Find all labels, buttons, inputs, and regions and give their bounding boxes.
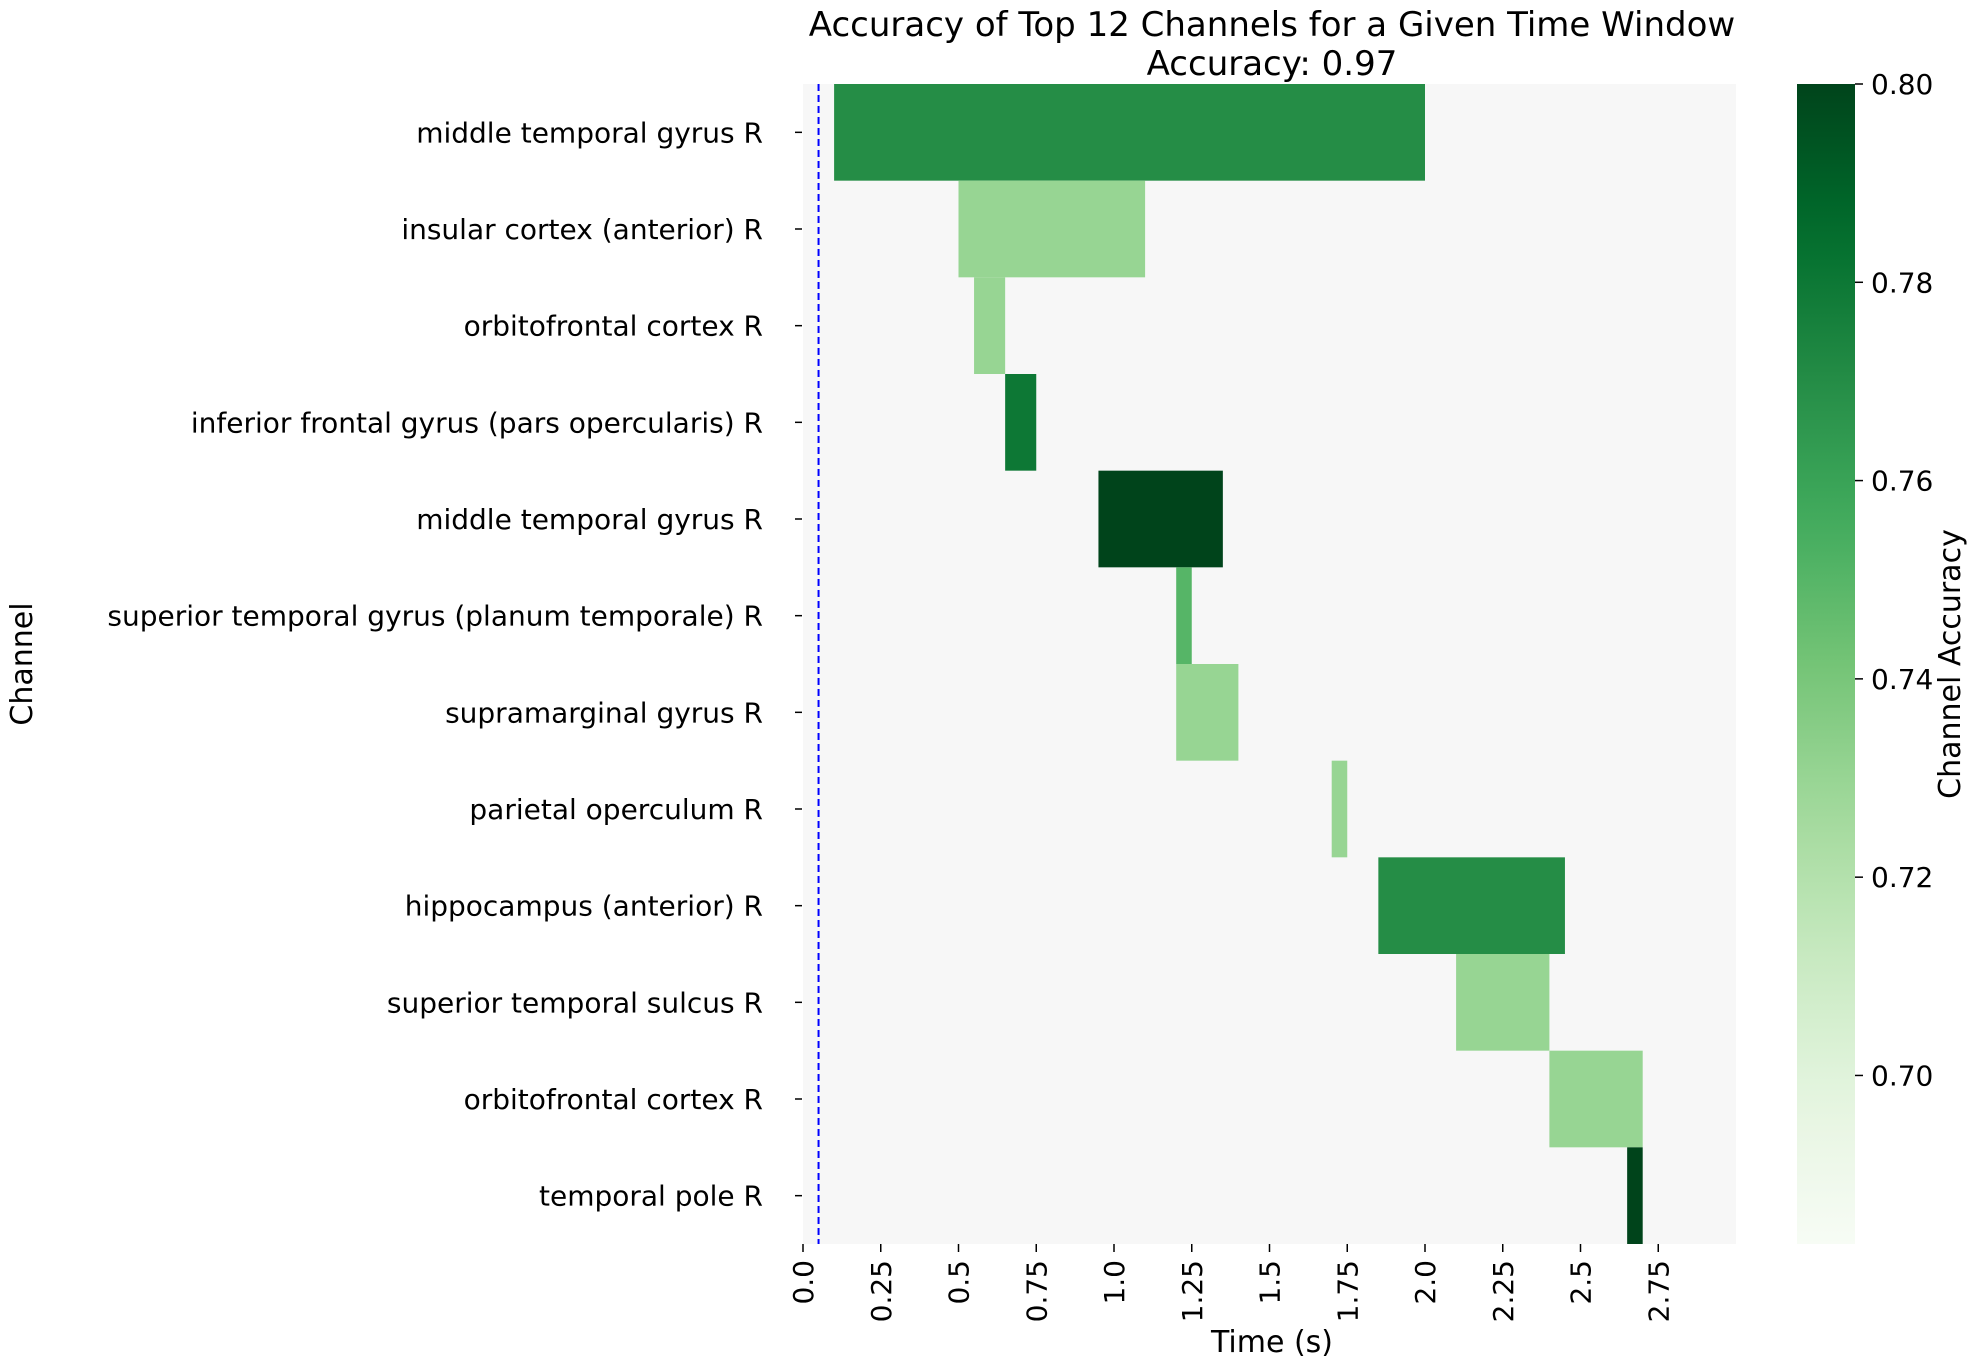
heatmap-cell bbox=[1456, 954, 1550, 1051]
channel-label: orbitofrontal cortex R bbox=[464, 1083, 763, 1116]
channel-label: superior temporal sulcus R bbox=[387, 986, 763, 1019]
heatmap-cell bbox=[1005, 374, 1037, 471]
x-tick-label: 2.0 bbox=[1409, 1260, 1442, 1305]
colorbar-tick-label: 0.78 bbox=[1871, 266, 1933, 299]
x-tick-label: 1.5 bbox=[1254, 1260, 1287, 1305]
heatmap-cell bbox=[958, 180, 1146, 278]
x-tick-label: 2.25 bbox=[1487, 1260, 1520, 1322]
chart-subtitle: Accuracy: 0.97 bbox=[1147, 44, 1398, 84]
channel-label: orbitofrontal cortex R bbox=[464, 310, 763, 343]
x-tick-label: 1.0 bbox=[1098, 1260, 1131, 1305]
channel-label: insular cortex (anterior) R bbox=[401, 213, 763, 246]
x-tick-label: 1.25 bbox=[1176, 1260, 1209, 1322]
heatmap-cell bbox=[1331, 760, 1348, 858]
heatmap-cell bbox=[1176, 664, 1239, 761]
chart-title: Accuracy of Top 12 Channels for a Given … bbox=[809, 5, 1735, 45]
x-tick-label: 2.75 bbox=[1642, 1260, 1675, 1322]
heatmap-cell bbox=[1378, 857, 1565, 954]
x-axis-label: Time (s) bbox=[1210, 1325, 1333, 1360]
colorbar-tick-label: 0.74 bbox=[1871, 663, 1933, 696]
colorbar bbox=[1797, 84, 1855, 1244]
x-axis-ticks: 0.0 0.25 0.5 0.75 1.0 1.25 1.5 1.75 2.0 2.25 2.5 2.… bbox=[787, 1244, 1675, 1322]
heatmap-cell bbox=[974, 277, 1006, 374]
x-tick-label: 0.5 bbox=[943, 1260, 976, 1305]
heatmap-cell bbox=[1627, 1147, 1643, 1244]
channel-label: middle temporal gyrus R bbox=[416, 503, 763, 536]
x-tick-label: 2.5 bbox=[1565, 1260, 1598, 1305]
heatmap-cell bbox=[1549, 1050, 1643, 1148]
channel-label: parietal operculum R bbox=[469, 793, 763, 826]
heatmap-cell bbox=[1176, 567, 1192, 664]
y-axis-label: Channel bbox=[5, 602, 40, 725]
colorbar-label: Channel Accuracy bbox=[1933, 529, 1968, 799]
heatmap-bars bbox=[834, 84, 1643, 1244]
channel-label: supramarginal gyrus R bbox=[445, 696, 763, 729]
colorbar-tick-label: 0.80 bbox=[1871, 68, 1933, 101]
channel-label: middle temporal gyrus R bbox=[416, 116, 763, 149]
colorbar-tick-label: 0.76 bbox=[1871, 465, 1933, 498]
colorbar-tick-label: 0.70 bbox=[1871, 1059, 1933, 1092]
channel-label: superior temporal gyrus (planum temporal… bbox=[107, 600, 763, 633]
channel-labels: middle temporal gyrus R insular cortex (a… bbox=[107, 116, 802, 1213]
channel-label: temporal pole R bbox=[539, 1180, 763, 1213]
channel-label: inferior frontal gyrus (pars opercularis… bbox=[191, 406, 763, 439]
x-tick-label: 0.25 bbox=[865, 1260, 898, 1322]
x-tick-label: 1.75 bbox=[1331, 1260, 1364, 1322]
x-tick-label: 0.0 bbox=[787, 1260, 820, 1305]
heatmap-cell bbox=[834, 84, 1425, 181]
colorbar-tick-label: 0.72 bbox=[1871, 861, 1933, 894]
colorbar-ticks: 0.70 0.72 0.74 0.76 0.78 0.80 bbox=[1855, 68, 1933, 1092]
heatmap-cell bbox=[1098, 470, 1223, 568]
x-tick-label: 0.75 bbox=[1020, 1260, 1053, 1322]
channel-label: hippocampus (anterior) R bbox=[405, 890, 763, 923]
